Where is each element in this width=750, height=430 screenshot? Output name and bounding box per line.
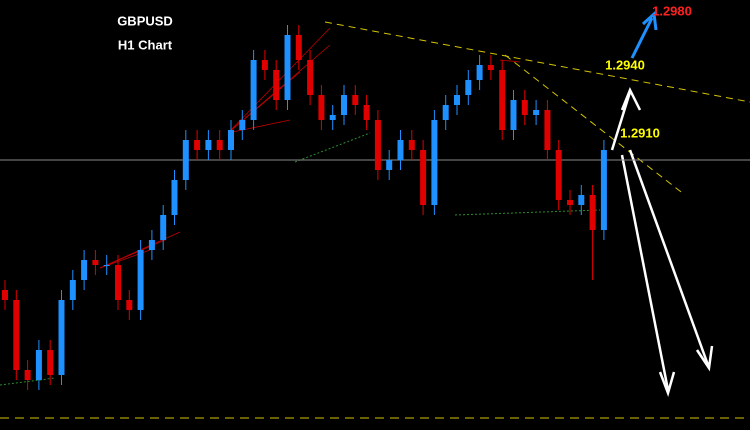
candle-body [487, 65, 494, 70]
candle-body [24, 370, 31, 380]
candle-body [386, 160, 393, 170]
annotations [0, 10, 750, 419]
candle-body [295, 35, 302, 60]
support-dots [0, 377, 56, 386]
candle-body [408, 140, 415, 150]
candle-body [578, 195, 585, 205]
candle-body [589, 195, 596, 230]
candle-body [567, 200, 573, 205]
candle-body [182, 140, 189, 180]
candle-body [352, 95, 359, 105]
target-label: 1.2980 [652, 3, 692, 18]
candle-body [194, 140, 201, 150]
target-label: 1.2940 [605, 57, 645, 72]
candle-body [115, 265, 121, 300]
candle-body [148, 240, 155, 250]
candle-body [600, 150, 607, 230]
candle-body [318, 95, 325, 120]
candle-body [250, 60, 257, 120]
candle-body [442, 105, 449, 120]
candle-body [81, 260, 88, 280]
candle-body [137, 250, 144, 310]
candle-body [205, 140, 212, 150]
chart-title: GBPUSD [117, 13, 173, 28]
arrow-up [630, 10, 658, 59]
candle-body [510, 100, 517, 130]
candle-body [35, 350, 42, 380]
support-dots [454, 209, 601, 216]
candle-body [397, 140, 404, 160]
candle-body [126, 300, 133, 310]
candle-body [329, 115, 336, 120]
candle-body [2, 290, 8, 300]
candle-body [476, 65, 483, 80]
candle-body [420, 150, 427, 205]
candle-body [69, 280, 76, 300]
candle-body [341, 95, 347, 115]
target-label: 1.2910 [620, 125, 660, 140]
candle-body [103, 265, 110, 266]
candle-body [521, 100, 528, 115]
candle-body [160, 215, 167, 240]
support-dots [294, 132, 371, 163]
candle-body [13, 300, 20, 370]
trend-line [504, 54, 686, 196]
candle-body [363, 105, 370, 120]
candle-body [261, 60, 268, 70]
candle-body [58, 300, 65, 375]
candle-body [92, 260, 99, 265]
candle-body [47, 350, 54, 375]
candle-body [431, 120, 438, 205]
candle-body [465, 80, 472, 95]
candle-body [228, 130, 234, 150]
candle-body [499, 70, 506, 130]
resistance-line [324, 21, 750, 103]
arrows [610, 86, 714, 397]
candle-body [533, 110, 540, 115]
chart-subtitle: H1 Chart [118, 37, 173, 52]
candle-body [307, 60, 314, 95]
candle-body [284, 35, 291, 100]
candle-body [239, 120, 246, 130]
candle-body [555, 150, 562, 200]
candle-body [374, 120, 381, 170]
candle-body [454, 95, 460, 105]
candle-body [216, 140, 223, 150]
candle-body [171, 180, 178, 215]
candle-body [273, 70, 280, 100]
candle-body [544, 110, 551, 150]
